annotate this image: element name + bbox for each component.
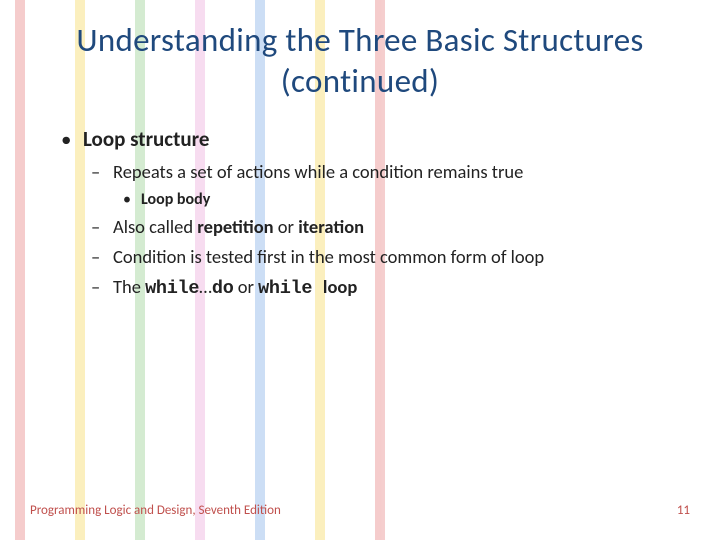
bullet-text-bold: loop xyxy=(323,275,357,298)
slide-content: Understanding the Three Basic Structures… xyxy=(0,0,720,302)
bullet-text: Also called xyxy=(113,215,197,238)
bullet-lvl3: Loop body xyxy=(141,189,665,211)
bullet-text-bold: repetition xyxy=(197,215,273,238)
bullet-text: Repeats a set of actions while a conditi… xyxy=(113,160,523,183)
bullet-text: … xyxy=(199,275,212,298)
bullet-lvl2: Repeats a set of actions while a conditi… xyxy=(113,159,665,210)
bullet-lvl1: Loop structure Repeats a set of actions … xyxy=(83,125,665,303)
bullet-text: or xyxy=(234,275,259,298)
bullet-text: Condition is tested first in the most co… xyxy=(113,245,544,268)
bullet-text-bold: iteration xyxy=(298,215,364,238)
bullet-list-lvl1: Loop structure Repeats a set of actions … xyxy=(55,125,665,303)
footer-source: Programming Logic and Design, Seventh Ed… xyxy=(30,503,281,518)
page-number: 11 xyxy=(677,503,690,518)
bullet-text: or xyxy=(274,215,299,238)
bullet-text: The xyxy=(113,275,145,298)
slide-footer: Programming Logic and Design, Seventh Ed… xyxy=(0,503,720,518)
bullet-text: Loop body xyxy=(141,190,210,209)
bullet-list-lvl3: Loop body xyxy=(113,189,665,211)
slide-title: Understanding the Three Basic Structures… xyxy=(55,20,665,103)
bullet-text-mono: do xyxy=(212,278,234,299)
bullet-text-mono: while xyxy=(258,278,323,299)
bullet-text: Loop structure xyxy=(83,126,209,152)
bullet-lvl2: Also called repetition or iteration xyxy=(113,214,665,240)
bullet-lvl2: Condition is tested first in the most co… xyxy=(113,244,665,270)
bullet-lvl2: The while…do or while loop xyxy=(113,274,665,302)
bullet-list-lvl2: Repeats a set of actions while a conditi… xyxy=(83,159,665,302)
bullet-text-mono: while xyxy=(145,278,199,299)
